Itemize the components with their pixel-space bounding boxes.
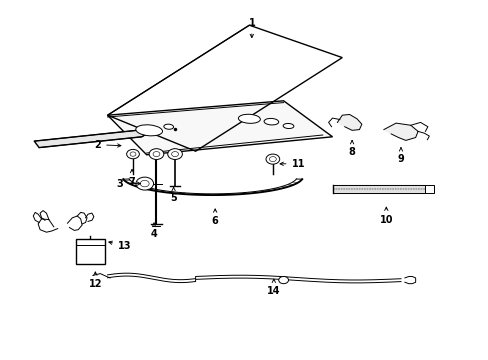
Polygon shape [383,123,417,140]
Text: 11: 11 [280,159,305,169]
Polygon shape [107,101,332,155]
Text: 1: 1 [248,18,255,37]
Ellipse shape [283,123,293,129]
Text: 3: 3 [116,179,140,189]
FancyBboxPatch shape [425,185,433,193]
Text: 2: 2 [94,140,121,150]
Text: 9: 9 [397,148,404,164]
Text: 5: 5 [170,187,177,203]
Ellipse shape [163,124,173,129]
Text: 14: 14 [266,279,280,296]
Circle shape [126,149,139,159]
Text: 7: 7 [128,170,135,187]
Ellipse shape [136,125,162,136]
Bar [76,239,105,264]
Text: 12: 12 [88,272,102,289]
Circle shape [167,149,182,159]
Text: 10: 10 [379,207,392,225]
Circle shape [278,276,288,284]
Ellipse shape [238,114,260,123]
Circle shape [149,149,163,159]
Ellipse shape [264,118,278,125]
Circle shape [265,154,279,164]
Circle shape [136,177,153,190]
Polygon shape [34,130,146,148]
Polygon shape [337,114,361,130]
Text: 8: 8 [348,140,355,157]
Text: 4: 4 [150,223,157,239]
Text: 6: 6 [211,209,218,226]
Text: 13: 13 [109,240,131,251]
